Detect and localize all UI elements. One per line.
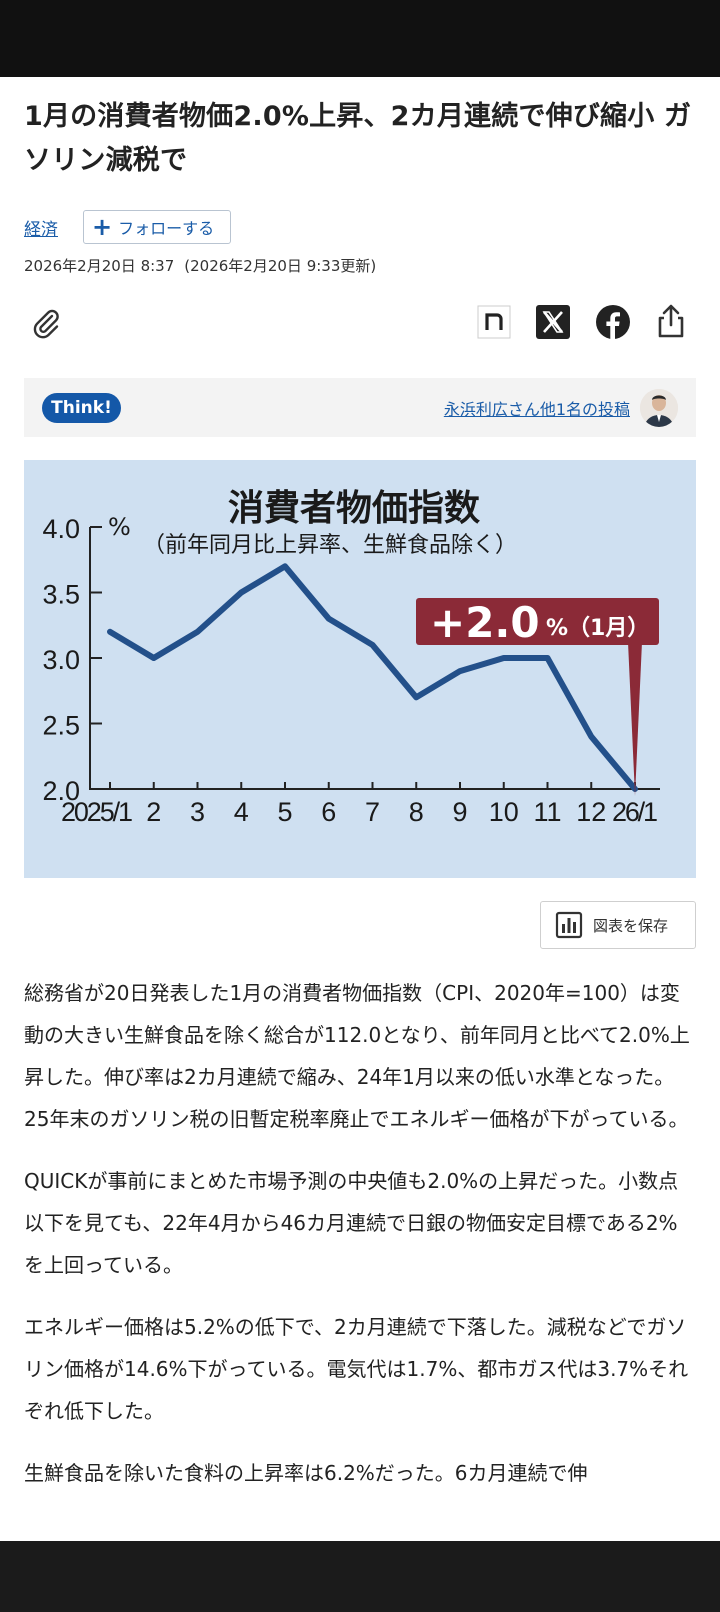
think-badge[interactable]: Think! (42, 393, 121, 423)
facebook-icon[interactable] (593, 302, 633, 342)
x-tick-label: 5 (277, 797, 292, 827)
y-tick-label: 3.0 (42, 645, 80, 675)
callout-box (416, 598, 659, 645)
callout-value: +2.0 (430, 598, 540, 647)
x-tick-label: 2025/1 (61, 797, 133, 827)
chart-icon (555, 911, 583, 939)
article-page: 1月の消費者物価2.0%上昇、2カ月連続で伸び縮小 ガソリン減税で 経済 + フ… (0, 77, 720, 1541)
callout-pointer (628, 642, 642, 796)
article-dates: 2026年2月20日 8:37 (2026年2月20日 9:33更新) (24, 255, 386, 276)
follow-label: フォローする (118, 219, 215, 238)
x-tick-label: 8 (409, 797, 424, 827)
body-paragraph: 生鮮食品を除いた食料の上昇率は6.2%だった。6カ月連続で伸 (24, 1461, 588, 1485)
paperclip-icon[interactable] (26, 303, 66, 343)
navigation-bar (0, 1541, 720, 1612)
topic-tag-link[interactable]: 経済 (24, 220, 58, 240)
think-bar: Think! 永浜利広さん他1名の投稿 (24, 378, 696, 437)
x-tick-label: 10 (489, 797, 519, 827)
chart-series (107, 563, 638, 792)
y-tick-label: 2.5 (42, 711, 80, 741)
x-tick-label: 3 (190, 797, 205, 827)
article-headline: 1月の消費者物価2.0%上昇、2カ月連続で伸び縮小 ガソリン減税で (24, 101, 692, 176)
article-body: 総務省が20日発表した1月の消費者物価指数（CPI、2020年=100）は変動の… (24, 972, 696, 1514)
y-tick-label: 3.5 (42, 580, 80, 610)
y-tick-label: 2.0 (42, 776, 80, 806)
body-paragraph: エネルギー価格は5.2%の低下で、2カ月連続で下落した。減税などでガソリン価格が… (24, 1315, 689, 1423)
follow-button[interactable]: + フォローする (83, 210, 231, 244)
y-tick-label: 4.0 (42, 514, 80, 544)
body-paragraph: 総務省が20日発表した1月の消費者物価指数（CPI、2020年=100）は変動の… (24, 981, 690, 1131)
status-bar (0, 0, 720, 77)
cpi-chart: 消費者物価指数 （前年同月比上昇率、生鮮食品除く） % 4.0 3.5 3.0 2.5… (24, 460, 696, 878)
avatar[interactable] (640, 389, 678, 427)
note-icon[interactable] (474, 302, 514, 342)
x-tick-label: 11 (533, 797, 561, 827)
chart-unit: % (108, 513, 131, 541)
published-time: 2026年2月20日 8:37 (24, 257, 175, 275)
x-icon[interactable] (533, 302, 573, 342)
x-tick-label: 26/1 (612, 797, 658, 827)
share-icon[interactable] (651, 301, 691, 341)
x-tick-label: 12 (576, 797, 606, 827)
think-posts-link[interactable]: 永浜利広さん他1名の投稿 (443, 400, 630, 419)
chart-title: 消費者物価指数 (228, 488, 480, 529)
cpi-line-chart: 消費者物価指数 （前年同月比上昇率、生鮮食品除く） % 4.0 3.5 3.0 2.5… (42, 488, 660, 827)
save-chart-label: 図表を保存 (593, 916, 669, 935)
x-tick-label: 6 (321, 797, 336, 827)
chart-callout: +2.0 %（1月） (416, 598, 659, 796)
updated-time: (2026年2月20日 9:33更新) (184, 257, 377, 275)
chart-subtitle: （前年同月比上昇率、生鮮食品除く） (143, 533, 517, 558)
x-tick-label: 4 (234, 797, 249, 827)
x-tick-label: 9 (452, 797, 467, 827)
callout-unit: %（1月） (546, 616, 649, 641)
x-tick-label: 7 (365, 797, 380, 827)
body-paragraph: QUICKが事前にまとめた市場予測の中央値も2.0%の上昇だった。小数点以下を見… (24, 1169, 679, 1277)
x-tick-label: 2 (146, 797, 161, 827)
save-chart-button[interactable]: 図表を保存 (540, 901, 696, 949)
plus-icon: + (92, 213, 113, 241)
